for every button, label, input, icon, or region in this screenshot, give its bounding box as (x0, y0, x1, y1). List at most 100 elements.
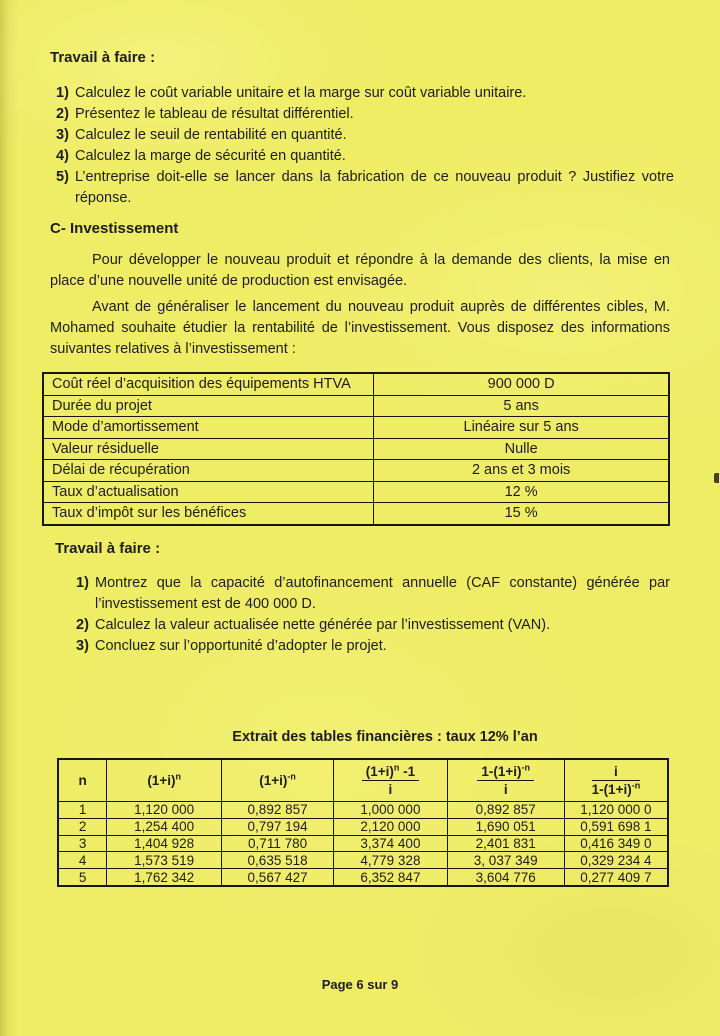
financial-table-cell: 1,000 000 (333, 801, 448, 819)
financial-table-row: 4 1,573 519 0,635 518 4,779 328 3, 037 349 0,… (57, 851, 669, 870)
list-item: 2) Calculez la valeur actualisée nette g… (76, 615, 670, 636)
financial-table-row: 1 1,120 000 0,892 857 1,000 000 0,892 857 1,1… (57, 801, 669, 819)
investment-row-value: 15 % (373, 502, 670, 525)
investment-row-value: 900 000 D (373, 372, 670, 396)
financial-table-cell: 1,120 000 (106, 801, 222, 819)
investment-row-value: 12 % (373, 480, 670, 503)
financial-table-cell: 0,591 698 1 (563, 817, 669, 836)
financial-table-cell: 1,762 342 (106, 868, 222, 887)
investment-table-row: Délai de récupération 2 ans et 3 mois (42, 459, 670, 482)
investment-row-value: Linéaire sur 5 ans (373, 416, 670, 439)
list-item: 1) Calculez le coût variable unitaire et… (56, 83, 674, 104)
financial-table-cell: 2,120 000 (333, 817, 448, 836)
financial-table-cell: 1,690 051 (446, 817, 565, 836)
financial-table-cell: 0,711 780 (220, 834, 335, 853)
list-item: 1) Montrez que la capacité d’autofinance… (76, 573, 670, 615)
financial-table-cell: 0,567 427 (220, 868, 335, 887)
financial-table-cell: 0,797 194 (220, 817, 335, 836)
financial-table-cell: 4,779 328 (333, 851, 448, 870)
investment-row-value: 2 ans et 3 mois (373, 459, 670, 482)
list-item-text: Calculez le seuil de rentabilité en quan… (75, 127, 347, 143)
list-item: 4) Calculez la marge de sécurité en quan… (56, 146, 674, 167)
investment-table-row: Mode d’amortissement Linéaire sur 5 ans (42, 416, 670, 439)
financial-table-cell: 0,329 234 4 (563, 851, 669, 870)
financial-table-cell: 1,573 519 (106, 851, 222, 870)
section-c-paragraph-1: Pour développer le nouveau produit et ré… (50, 252, 670, 289)
financial-table-cell: 0,416 349 0 (563, 834, 669, 853)
work-a-heading: Travail à faire : (50, 49, 156, 66)
financial-table-cell: 5 (57, 868, 108, 887)
header-future-value-annuity: (1+i)n -1 i (333, 758, 448, 802)
section-c-heading: C- Investissement (50, 220, 179, 237)
investment-row-value: 5 ans (373, 394, 670, 417)
list-item-number: 2) (56, 106, 69, 122)
investment-row-label: Délai de récupération (42, 459, 375, 482)
list-item-text: Concluez sur l’opportunité d’adopter le … (95, 638, 387, 654)
financial-table-cell: 2,401 831 (446, 834, 565, 853)
financial-table-cell: 0,635 518 (220, 851, 335, 870)
financial-table-cell: 0,892 857 (220, 801, 335, 819)
financial-table-cell: 0,277 409 7 (563, 868, 669, 887)
financial-table-header-row: n (1+i)n (1+i)-n (1+i)n -1 i 1-(1+i)-n (57, 758, 669, 802)
financial-table-cell: 4 (57, 851, 108, 870)
financial-table-cell: 3 (57, 834, 108, 853)
work-a-list: 1) Calculez le coût variable unitaire et… (56, 83, 674, 209)
investment-table-row: Durée du projet 5 ans (42, 394, 670, 417)
list-item: 2) Présentez le tableau de résultat diff… (56, 104, 674, 125)
financial-table-cell: 1,404 928 (106, 834, 222, 853)
header-capital-recovery: i 1-(1+i)-n (563, 758, 669, 802)
list-item-number: 3) (56, 127, 69, 143)
investment-row-value: Nulle (373, 437, 670, 460)
investment-info-table: Coût réel d’acquisition des équipements … (42, 372, 670, 526)
scan-mark (714, 473, 719, 483)
list-item-number: 1) (76, 575, 89, 591)
financial-table-cell: 3, 037 349 (446, 851, 565, 870)
list-item: 3) Calculez le seuil de rentabilité en q… (56, 125, 674, 146)
investment-row-label: Mode d’amortissement (42, 416, 375, 439)
list-item-text: Montrez que la capacité d’autofinancemen… (95, 575, 670, 612)
financial-table-cell: 1,254 400 (106, 817, 222, 836)
investment-table-row: Valeur résiduelle Nulle (42, 437, 670, 460)
list-item-number: 1) (56, 85, 69, 101)
investment-row-label: Valeur résiduelle (42, 437, 375, 460)
list-item: 3) Concluez sur l’opportunité d’adopter … (76, 636, 670, 657)
financial-table-cell: 6,352 847 (333, 868, 448, 887)
list-item-text: Calculez la marge de sécurité en quantit… (75, 148, 346, 164)
investment-row-label: Taux d’actualisation (42, 480, 375, 503)
section-c-paragraph-2: Avant de généraliser le lancement du nou… (50, 299, 670, 357)
financial-table-cell: 3,374 400 (333, 834, 448, 853)
list-item-text: Calculez le coût variable unitaire et la… (75, 85, 527, 101)
financial-table-title: Extrait des tables financières : taux 12… (232, 729, 538, 745)
investment-row-label: Coût réel d’acquisition des équipements … (42, 372, 375, 396)
financial-table-cell: 0,892 857 (446, 801, 565, 819)
investment-row-label: Taux d’impôt sur les bénéfices (42, 502, 375, 525)
financial-table-cell: 2 (57, 817, 108, 836)
header-present-value-annuity: 1-(1+i)-n i (446, 758, 565, 802)
financial-table-cell: 3,604 776 (446, 868, 565, 887)
header-n: n (57, 758, 108, 802)
page-number: Page 6 sur 9 (321, 977, 399, 992)
list-item-text: L’entreprise doit-elle se lancer dans la… (75, 169, 674, 206)
header-discount-factor: (1+i)-n (220, 758, 335, 802)
list-item-number: 3) (76, 638, 89, 654)
financial-table-row: 3 1,404 928 0,711 780 3,374 400 2,401 831 0,4… (57, 834, 669, 853)
list-item-text: Présentez le tableau de résultat différe… (75, 106, 354, 122)
investment-table-row: Coût réel d’acquisition des équipements … (42, 372, 670, 396)
financial-table-cell: 1,120 000 0 (563, 801, 669, 819)
investment-row-label: Durée du projet (42, 394, 375, 417)
list-item-number: 5) (56, 169, 69, 185)
list-item: 5) L’entreprise doit-elle se lancer dans… (56, 167, 674, 209)
header-compound-factor: (1+i)n (106, 758, 222, 802)
list-item-text: Calculez la valeur actualisée nette géné… (95, 617, 551, 633)
investment-table-row: Taux d’actualisation 12 % (42, 480, 670, 503)
list-item-number: 4) (56, 148, 69, 164)
investment-table-row: Taux d’impôt sur les bénéfices 15 % (42, 502, 670, 525)
financial-table-cell: 1 (57, 801, 108, 819)
financial-table: n (1+i)n (1+i)-n (1+i)n -1 i 1-(1+i)-n (57, 758, 669, 887)
financial-table-row: 5 1,762 342 0,567 427 6,352 847 3,604 776 0,2… (57, 868, 669, 887)
list-item-number: 2) (76, 617, 89, 633)
work-c-heading: Travail à faire : (55, 540, 161, 557)
financial-table-row: 2 1,254 400 0,797 194 2,120 000 1,690 051 0,5… (57, 817, 669, 836)
work-c-list: 1) Montrez que la capacité d’autofinance… (76, 573, 670, 657)
